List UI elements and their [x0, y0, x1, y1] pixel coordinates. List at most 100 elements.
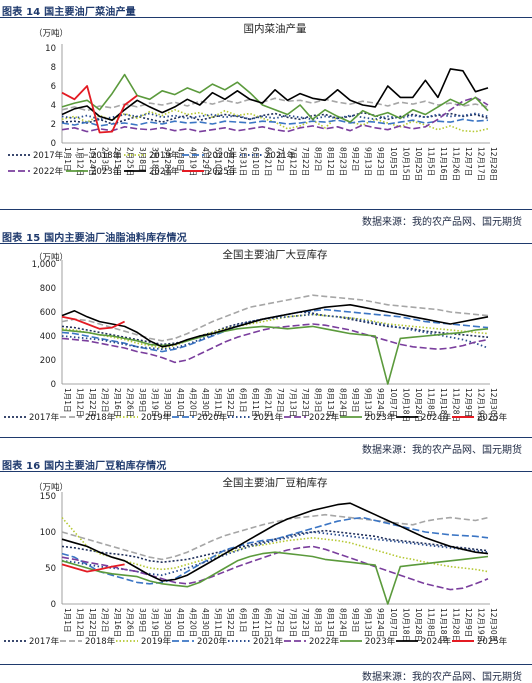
legend-label: 2022年: [33, 166, 64, 177]
legend-label: 2018年: [85, 412, 116, 423]
x-tick-label: 11月26日: [451, 147, 460, 181]
y-axis-unit: （万吨）: [34, 252, 68, 263]
x-tick-label: 8月23日: [339, 147, 348, 176]
y-tick-label: 50: [45, 564, 56, 574]
series-line: [61, 315, 125, 330]
x-tick-label: 9月13日: [364, 147, 373, 176]
x-tick-label: 6月21日: [263, 147, 272, 176]
y-tick-label: 6: [51, 82, 56, 92]
legend-label: 2018年: [91, 150, 122, 161]
series-line: [61, 97, 489, 112]
x-tick-label: 3月19日: [151, 608, 160, 637]
x-tick-label: 6月10日: [251, 147, 260, 176]
x-tick-label: 2月16日: [113, 388, 122, 417]
x-tick-label: 12月7日: [464, 147, 473, 176]
legend-label: 2018年: [85, 636, 116, 647]
y-tick-label: 4: [51, 101, 56, 111]
x-tick-label: 10月25日: [414, 147, 423, 181]
x-tick-label: 1月22日: [88, 608, 97, 637]
y-tick-label: 600: [40, 308, 56, 318]
x-tick-label: 2月26日: [126, 608, 135, 637]
x-tick-label: 3月30日: [163, 388, 172, 417]
x-tick-label: 11月18日: [439, 388, 448, 422]
legend-label: 2021年: [253, 412, 284, 423]
x-tick-label: 8月13日: [326, 388, 335, 417]
caption-rule: [0, 471, 532, 472]
x-tick-label: 9月2日: [351, 147, 360, 172]
x-tick-label: 9月3日: [351, 388, 360, 413]
x-tick-label: 11月16日: [439, 147, 448, 181]
x-tick-label: 12月30日: [489, 388, 498, 422]
x-tick-label: 1月12日: [76, 147, 85, 176]
x-tick-label: 1月12日: [76, 608, 85, 637]
x-tick-label: 1月1日: [63, 388, 72, 413]
legend-label: 2017年: [29, 636, 60, 647]
x-tick-label: 3月28日: [163, 147, 172, 176]
series-line: [61, 325, 489, 385]
x-tick-label: 2月25日: [126, 147, 135, 176]
x-tick-label: 2月3日: [101, 147, 110, 172]
x-tick-label: 3月30日: [163, 608, 172, 637]
x-tick-label: 7月12日: [289, 147, 298, 176]
x-tick-label: 4月20日: [188, 608, 197, 637]
y-tick-label: 10: [45, 44, 56, 54]
legend-label: 2024年: [421, 412, 452, 423]
x-tick-label: 4月30日: [201, 608, 210, 637]
x-tick-label: 7月2日: [276, 608, 285, 633]
x-tick-label: 10月28日: [414, 388, 423, 422]
data-source: 数据来源：我的农产品网、国元期货: [362, 217, 522, 228]
legend-label: 2022年: [309, 412, 340, 423]
chart-title: 全国主要油厂豆粕库存: [223, 476, 328, 489]
series-line: [61, 112, 489, 121]
series-line: [61, 551, 489, 605]
x-tick-label: 3月18日: [151, 147, 160, 176]
x-tick-label: 12月9日: [464, 608, 473, 637]
x-tick-label: 2月15日: [113, 147, 122, 176]
x-tick-label: 9月23日: [376, 147, 385, 176]
x-tick-label: 1月1日: [63, 608, 72, 633]
x-tick-label: 5月11日: [213, 388, 222, 417]
series-line: [61, 109, 489, 133]
x-tick-label: 6月1日: [238, 608, 247, 633]
x-tick-label: 3月9日: [138, 608, 147, 633]
x-tick-label: 7月2日: [276, 147, 285, 172]
x-tick-label: 3月8日: [138, 147, 147, 172]
x-tick-label: 10月18日: [401, 388, 410, 422]
legend-label: 2020年: [197, 412, 228, 423]
data-source: 数据来源：我的农产品网、国元期货: [362, 445, 522, 456]
series-line: [61, 294, 489, 342]
x-tick-label: 4月8日: [176, 147, 185, 172]
x-tick-label: 1月24日: [88, 147, 97, 176]
x-tick-label: 4月30日: [201, 388, 210, 417]
legend-label: 2022年: [309, 636, 340, 647]
figure-caption: 图表 15 国内主要油厂油脂油料库存情况: [2, 233, 187, 244]
source-rule: [0, 209, 532, 210]
x-tick-label: 6月11日: [251, 388, 260, 417]
x-tick-label: 3月19日: [151, 388, 160, 417]
x-tick-label: 11月8日: [426, 608, 435, 637]
x-tick-label: 4月20日: [188, 388, 197, 417]
y-tick-label: 1,000: [32, 260, 56, 270]
figure-15: 图表 15 国内主要油厂油脂油料库存情况 全国主要油厂大豆库存 （万吨） 0 200 4…: [0, 226, 532, 456]
x-tick-label: 4月29日: [201, 147, 210, 176]
x-tick-label: 8月3日: [314, 388, 323, 413]
x-tick-label: 7月13日: [289, 388, 298, 417]
x-tick-label: 7月2日: [276, 388, 285, 413]
y-tick-label: 800: [40, 284, 56, 294]
x-tick-label: 6月1日: [238, 388, 247, 413]
x-tick-label: 10月15日: [401, 147, 410, 181]
x-tick-label: 11月18日: [439, 608, 448, 642]
x-tick-label: 12月19日: [476, 608, 485, 642]
legend-label: 2020年: [207, 150, 238, 161]
y-tick-label: 8: [51, 63, 56, 73]
x-tick-label: 11月5日: [426, 147, 435, 176]
series-line: [61, 517, 489, 573]
legend-label: 2025年: [477, 412, 508, 423]
x-tick-label: 10月5日: [389, 147, 398, 176]
x-tick-label: 8月13日: [326, 608, 335, 637]
series-line: [61, 311, 489, 346]
x-tick-label: 9月13日: [364, 388, 373, 417]
x-tick-label: 2月2日: [101, 608, 110, 633]
legend-label: 2019年: [149, 150, 180, 161]
legend-label: 2024年: [421, 636, 452, 647]
